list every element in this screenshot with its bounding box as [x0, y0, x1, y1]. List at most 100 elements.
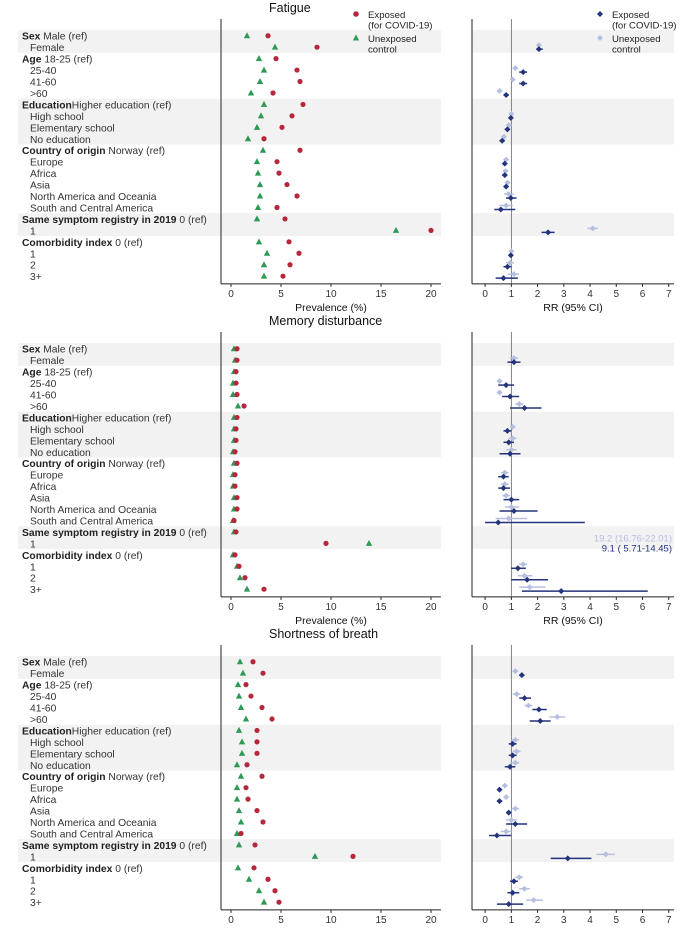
band-left [18, 839, 441, 863]
rr-exposed-point [501, 172, 508, 179]
row-label-level: 0 (ref) [177, 215, 207, 226]
rr-unexposed-point [602, 851, 609, 858]
unexposed-point [255, 55, 263, 62]
rr-unexposed-point [510, 355, 517, 362]
rr-unexposed-point [507, 259, 514, 266]
prevalence-tick-label: 20 [425, 602, 437, 613]
exposed-point [234, 494, 240, 501]
unexposed-point [259, 146, 267, 153]
row-label: Asia [30, 181, 50, 192]
unexposed-point [233, 784, 241, 791]
rr-axis-label: RR (95% CI) [543, 615, 603, 627]
row-label: 1 [30, 226, 36, 237]
rr-tick-label: 4 [587, 289, 593, 300]
row-label: Elementary school [30, 436, 115, 447]
row-label: Same symptom registry in 2019 0 (ref) [22, 215, 207, 226]
row-label-level: Higher education (ref) [72, 100, 172, 111]
exposed-point [323, 540, 329, 546]
rr-exposed-point [520, 69, 527, 76]
exposed-point [234, 506, 240, 512]
rr-unexposed-point [508, 248, 515, 255]
row-label: Age 18-25 (ref) [22, 368, 92, 379]
row-label-level: 1 [30, 852, 36, 863]
row-label-level: 41-60 [30, 704, 57, 715]
rr-exposed-point [510, 878, 517, 885]
rr-unexposed-point [505, 515, 512, 522]
row-label: Asia [30, 494, 50, 505]
rr-unexposed-point [505, 191, 512, 198]
row-label-level: Male (ref) [40, 658, 87, 669]
right-legend-label: control [612, 45, 641, 56]
exposed-point [233, 380, 239, 386]
rr-tick-label: 1 [509, 915, 515, 926]
rr-exposed-point [505, 809, 512, 816]
row-label-level: 2 [30, 574, 36, 585]
rr-exposed-point [504, 427, 511, 434]
row-label: 1 [30, 539, 36, 550]
row-label-level: Elementary school [30, 749, 115, 760]
row-label-group: Age [22, 55, 42, 66]
row-label-level: 0 (ref) [112, 864, 142, 875]
exposed-point [250, 659, 256, 665]
rr-tick-label: 2 [535, 289, 541, 300]
rr-unexposed-point [512, 668, 519, 675]
unexposed-point [243, 32, 251, 39]
row-label-level: 3+ [30, 585, 42, 596]
row-label: North America and Oceania [30, 505, 157, 516]
right-legend-diamond-key [597, 11, 603, 17]
row-label-group: Comorbidity index [22, 864, 113, 875]
row-label: South and Central America [30, 203, 153, 214]
rr-tick-label: 4 [587, 602, 593, 613]
rr-unexposed-point [513, 691, 520, 698]
row-label-level: Elementary school [30, 123, 115, 134]
rr-exposed-point [503, 183, 510, 190]
row-label-level: Asia [30, 494, 50, 505]
row-label: 1 [30, 562, 36, 573]
exposed-point [259, 704, 265, 711]
rr-exposed-point [505, 901, 512, 908]
row-label: EducationHigher education (ref) [22, 726, 171, 737]
exposed-point [254, 727, 260, 734]
row-label-level: Higher education (ref) [72, 726, 172, 737]
rr-unexposed-point [512, 759, 519, 766]
unexposed-point [233, 761, 241, 768]
exposed-point [270, 90, 276, 96]
row-label: >60 [30, 402, 48, 413]
exposed-point [236, 563, 242, 569]
row-label-group: Country of origin [22, 146, 106, 157]
row-label: Comorbidity index 0 (ref) [22, 864, 143, 875]
rr-tick-label: 7 [666, 289, 672, 300]
band-left [18, 526, 441, 550]
exposed-point [242, 575, 248, 581]
rr-exposed-point [524, 576, 531, 583]
exposed-point [294, 193, 300, 199]
row-label-level: Higher education (ref) [72, 413, 172, 424]
unexposed-point [392, 226, 400, 233]
rr-unexposed-point [589, 225, 596, 232]
unexposed-point [256, 181, 264, 188]
rr-unexposed-point [496, 87, 503, 94]
exposed-point [276, 170, 282, 176]
panel-title: Fatigue [269, 1, 311, 15]
row-label-group: Sex [22, 32, 41, 43]
exposed-point [261, 586, 267, 592]
row-label-level: High school [30, 738, 84, 749]
unexposed-point [239, 669, 247, 676]
row-label: Sex Male (ref) [22, 32, 87, 43]
rr-tick-label: 0 [482, 289, 488, 300]
row-label-group: Same symptom registry in 2019 [22, 841, 177, 852]
unexposed-point [237, 704, 245, 711]
rr-tick-label: 6 [640, 602, 646, 613]
prevalence-tick-label: 20 [425, 289, 437, 300]
unexposed-point [235, 726, 243, 733]
rr-exposed-point [512, 821, 519, 828]
rr-exposed-point [496, 798, 503, 805]
row-label-level: High school [30, 425, 84, 436]
row-label-level: Norway (ref) [106, 459, 166, 470]
prevalence-tick-label: 15 [375, 602, 387, 613]
unexposed-point [238, 738, 246, 745]
rr-exposed-point [545, 229, 552, 236]
rr-unexposed-point [496, 389, 503, 396]
rr-exposed-point [503, 382, 510, 389]
rr-unexposed-point [525, 702, 532, 709]
